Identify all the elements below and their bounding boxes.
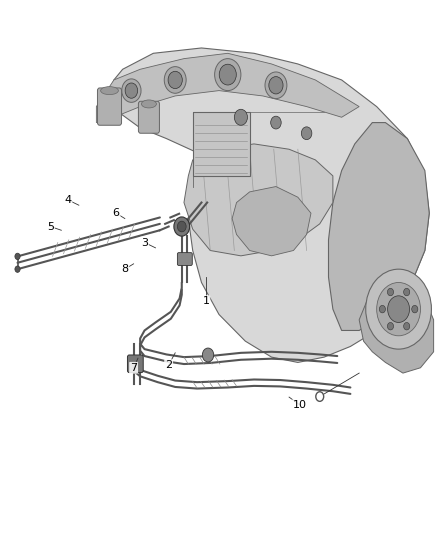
Circle shape (271, 116, 281, 129)
Ellipse shape (101, 86, 118, 94)
FancyBboxPatch shape (177, 253, 192, 265)
Circle shape (377, 282, 420, 336)
Circle shape (15, 253, 20, 260)
Text: 5: 5 (47, 222, 54, 231)
Text: 10: 10 (293, 400, 307, 410)
Text: 6: 6 (113, 208, 120, 218)
Polygon shape (184, 144, 333, 256)
Circle shape (265, 72, 287, 99)
Text: 3: 3 (141, 238, 148, 247)
FancyBboxPatch shape (97, 88, 122, 125)
Circle shape (174, 217, 190, 236)
FancyBboxPatch shape (127, 355, 143, 373)
Circle shape (301, 127, 312, 140)
Polygon shape (110, 48, 429, 362)
Circle shape (388, 296, 410, 322)
Circle shape (404, 322, 410, 330)
Circle shape (269, 77, 283, 94)
Circle shape (164, 67, 186, 93)
Circle shape (379, 305, 385, 313)
FancyBboxPatch shape (193, 112, 250, 176)
Circle shape (366, 269, 431, 349)
Circle shape (15, 266, 20, 272)
Circle shape (234, 109, 247, 125)
Text: 2: 2 (165, 360, 172, 370)
FancyBboxPatch shape (138, 101, 159, 133)
Polygon shape (96, 53, 359, 123)
Circle shape (388, 288, 393, 296)
Circle shape (387, 322, 393, 330)
Text: 4: 4 (64, 195, 71, 205)
Circle shape (125, 83, 138, 98)
Polygon shape (328, 123, 429, 330)
Circle shape (177, 221, 186, 232)
Polygon shape (359, 288, 434, 373)
Circle shape (168, 71, 182, 88)
Circle shape (122, 79, 141, 102)
Circle shape (219, 64, 237, 85)
Polygon shape (232, 187, 311, 256)
Circle shape (202, 348, 214, 362)
Ellipse shape (141, 100, 156, 108)
Circle shape (412, 305, 418, 313)
Circle shape (404, 288, 410, 296)
Circle shape (316, 392, 324, 401)
Text: 1: 1 (202, 296, 209, 306)
Circle shape (215, 59, 241, 91)
Text: 8: 8 (121, 264, 128, 274)
Text: 7: 7 (130, 363, 137, 373)
